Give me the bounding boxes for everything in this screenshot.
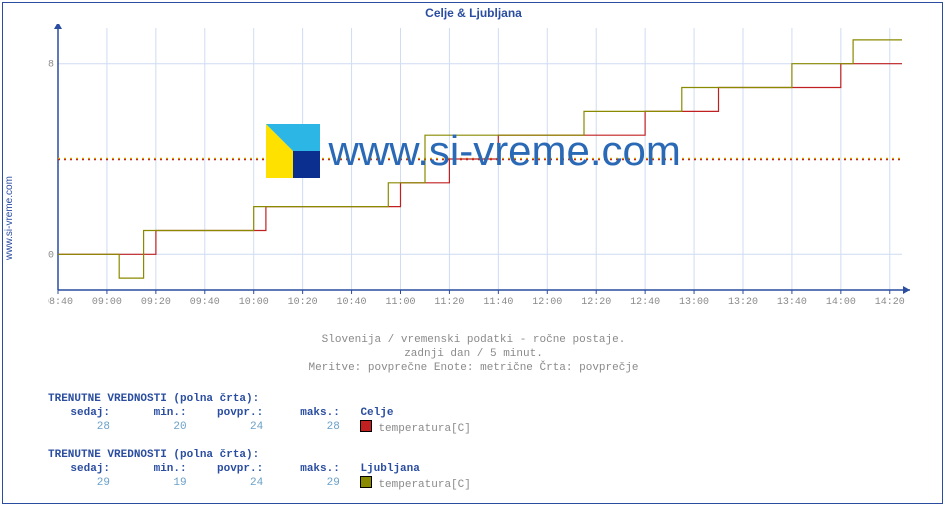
svg-text:28: 28 [48, 60, 54, 71]
series-name-ljubljana: Ljubljana [354, 462, 419, 476]
label-avg: povpr.: [201, 406, 271, 420]
val-min-ljubljana: 19 [125, 476, 195, 490]
swatch-celje [360, 420, 372, 432]
val-min-celje: 20 [125, 420, 195, 434]
series-label-text-ljubljana: temperatura[C] [378, 479, 470, 491]
val-max-ljubljana: 29 [278, 476, 348, 490]
info-header: TRENUTNE VREDNOSTI (polna črta): [48, 392, 360, 406]
svg-text:11:40: 11:40 [483, 297, 513, 308]
info-header-2: TRENUTNE VREDNOSTI (polna črta): [48, 448, 360, 462]
svg-text:12:20: 12:20 [581, 297, 611, 308]
label-max: maks.: [278, 406, 348, 420]
label-avg-2: povpr.: [201, 462, 271, 476]
swatch-ljubljana [360, 476, 372, 488]
svg-text:11:00: 11:00 [385, 297, 415, 308]
svg-text:12:40: 12:40 [630, 297, 660, 308]
svg-text:12:00: 12:00 [532, 297, 562, 308]
svg-text:13:00: 13:00 [679, 297, 709, 308]
caption-line-1: Slovenija / vremenski podatki - ročne po… [0, 334, 947, 346]
series-label-text-celje: temperatura[C] [378, 423, 470, 435]
svg-text:11:20: 11:20 [434, 297, 464, 308]
svg-text:13:40: 13:40 [777, 297, 807, 308]
side-url-label: www.si-vreme.com [4, 176, 15, 260]
val-avg-ljubljana: 24 [201, 476, 271, 490]
svg-text:13:20: 13:20 [728, 297, 758, 308]
svg-text:09:00: 09:00 [92, 297, 122, 308]
series-label-celje: temperatura[C] [354, 420, 470, 436]
svg-text:10:40: 10:40 [337, 297, 367, 308]
val-now-ljubljana: 29 [48, 476, 118, 490]
info-block-ljubljana: TRENUTNE VREDNOSTI (polna črta): sedaj: … [48, 448, 471, 492]
caption-line-3: Meritve: povprečne Enote: metrične Črta:… [0, 362, 947, 374]
label-now: sedaj: [48, 406, 118, 420]
svg-text:09:40: 09:40 [190, 297, 220, 308]
label-max-2: maks.: [278, 462, 348, 476]
svg-text:14:20: 14:20 [875, 297, 905, 308]
label-now-2: sedaj: [48, 462, 118, 476]
caption-line-2: zadnji dan / 5 minut. [0, 348, 947, 360]
svg-text:20: 20 [48, 250, 54, 261]
chart-plot: 20 28 08:40 09:00 09:20 09:40 10:00 10:20 10:40 1… [48, 24, 918, 314]
label-min-2: min.: [125, 462, 195, 476]
svg-text:10:00: 10:00 [239, 297, 269, 308]
val-max-celje: 28 [278, 420, 348, 434]
chart-title: Celje & Ljubljana [0, 6, 947, 20]
svg-text:09:20: 09:20 [141, 297, 171, 308]
val-now-celje: 28 [48, 420, 118, 434]
info-block-celje: TRENUTNE VREDNOSTI (polna črta): sedaj: … [48, 392, 471, 436]
series-label-ljubljana: temperatura[C] [354, 476, 470, 492]
svg-text:14:00: 14:00 [826, 297, 856, 308]
series-name-celje: Celje [354, 406, 393, 420]
label-min: min.: [125, 406, 195, 420]
val-avg-celje: 24 [201, 420, 271, 434]
svg-text:08:40: 08:40 [48, 297, 73, 308]
svg-text:10:20: 10:20 [288, 297, 318, 308]
